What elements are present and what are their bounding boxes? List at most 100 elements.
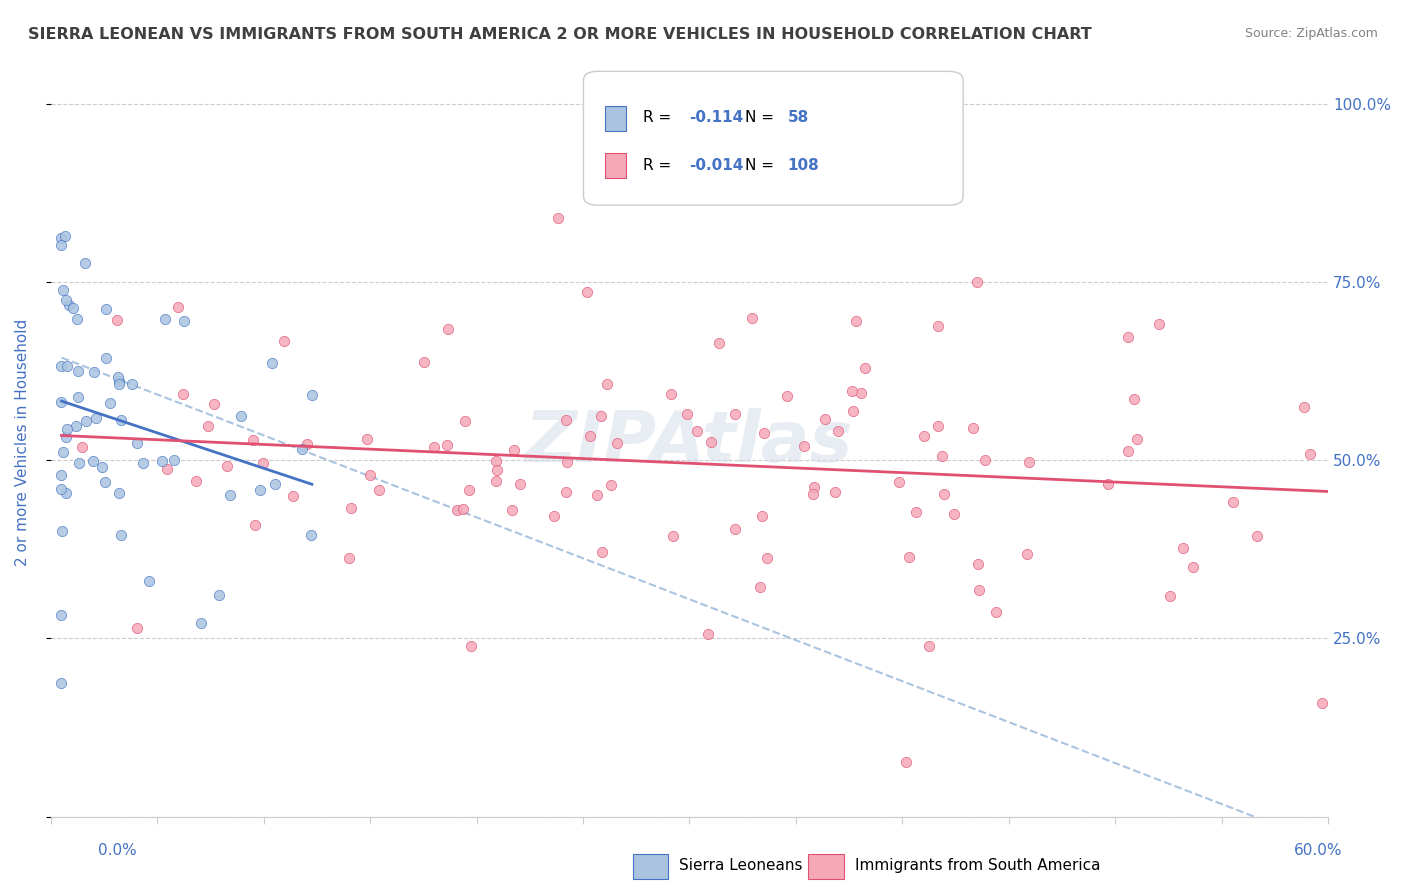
Point xyxy=(51,608,73,623)
Point xyxy=(724,522,747,536)
Point xyxy=(755,551,778,566)
Point xyxy=(125,621,148,635)
Point xyxy=(578,429,600,443)
Point xyxy=(543,508,565,523)
Point xyxy=(793,439,815,453)
Point xyxy=(555,455,578,469)
Point xyxy=(485,454,508,468)
Point xyxy=(591,545,613,559)
Point xyxy=(741,310,763,325)
Point xyxy=(262,356,284,370)
Point xyxy=(927,319,949,334)
Point xyxy=(501,502,523,516)
Point xyxy=(66,364,89,378)
Point xyxy=(70,440,93,454)
Point xyxy=(827,424,849,438)
Point xyxy=(547,211,569,226)
Point xyxy=(931,449,953,463)
Text: Source: ZipAtlas.com: Source: ZipAtlas.com xyxy=(1244,27,1378,40)
Text: R =: R = xyxy=(643,111,676,125)
Point xyxy=(208,588,231,602)
Point xyxy=(190,615,212,630)
Point xyxy=(485,474,508,488)
Point xyxy=(242,433,264,447)
Point xyxy=(73,256,96,270)
Point xyxy=(849,385,872,400)
Point xyxy=(90,460,112,475)
Point xyxy=(962,421,984,435)
Text: 60.0%: 60.0% xyxy=(1295,843,1343,858)
Point xyxy=(110,527,132,541)
Point xyxy=(55,430,77,444)
Point xyxy=(121,376,143,391)
Point xyxy=(606,436,628,450)
Point xyxy=(281,489,304,503)
Point xyxy=(1116,444,1139,458)
Point xyxy=(853,361,876,376)
Point xyxy=(599,477,621,491)
Point xyxy=(229,409,252,423)
Point xyxy=(927,419,949,434)
Point xyxy=(845,314,868,328)
Point xyxy=(96,301,118,316)
Text: 58: 58 xyxy=(787,111,808,125)
Point xyxy=(662,529,685,543)
Point xyxy=(51,524,73,538)
Point xyxy=(58,298,80,312)
Point xyxy=(458,483,481,497)
Point xyxy=(297,437,319,451)
Point xyxy=(914,429,936,443)
Point xyxy=(108,486,131,500)
Text: Immigrants from South America: Immigrants from South America xyxy=(855,858,1101,872)
Point xyxy=(156,461,179,475)
Point xyxy=(503,443,526,458)
Point xyxy=(1246,529,1268,543)
Text: R =: R = xyxy=(643,158,676,172)
Point xyxy=(589,409,612,423)
Point xyxy=(446,503,468,517)
Point xyxy=(460,639,482,653)
Point xyxy=(1299,447,1322,461)
Point xyxy=(131,456,153,470)
Point xyxy=(966,558,988,572)
Point xyxy=(967,582,990,597)
Point xyxy=(125,436,148,450)
Point xyxy=(974,453,997,467)
Point xyxy=(172,387,194,401)
Point xyxy=(173,313,195,327)
Point xyxy=(218,488,240,502)
Point xyxy=(84,411,107,425)
Point xyxy=(107,370,129,384)
Point xyxy=(814,412,837,426)
Point xyxy=(841,384,863,399)
Point xyxy=(509,477,531,491)
Point xyxy=(53,229,76,244)
Point xyxy=(197,418,219,433)
Point xyxy=(932,487,955,501)
Point xyxy=(1182,560,1205,574)
Text: N =: N = xyxy=(745,111,779,125)
Point xyxy=(413,355,436,369)
Point xyxy=(337,550,360,565)
Point xyxy=(454,414,477,428)
Point xyxy=(245,517,267,532)
Point xyxy=(51,359,73,373)
Point xyxy=(422,440,444,454)
Point xyxy=(675,407,697,421)
Point xyxy=(803,480,825,494)
Point xyxy=(1122,392,1144,407)
Text: -0.014: -0.014 xyxy=(689,158,744,172)
Point xyxy=(150,454,173,468)
Point xyxy=(842,403,865,417)
Point xyxy=(575,285,598,299)
Point xyxy=(65,419,87,434)
Point xyxy=(51,468,73,483)
Point xyxy=(184,474,207,488)
Point xyxy=(1118,330,1140,344)
Point xyxy=(65,312,87,326)
Point xyxy=(107,377,129,392)
Point xyxy=(1222,494,1244,508)
Point xyxy=(659,387,682,401)
Point xyxy=(291,442,314,456)
Point xyxy=(1147,317,1170,331)
